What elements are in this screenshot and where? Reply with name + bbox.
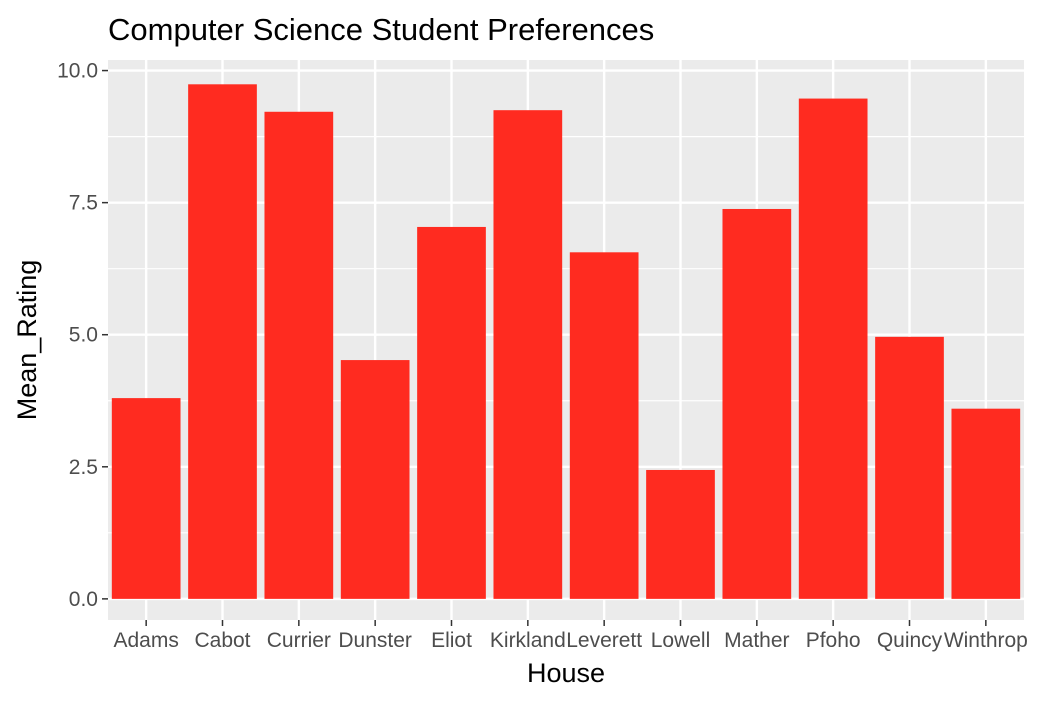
y-tick-label: 2.5	[69, 456, 98, 479]
bar-dunster	[340, 360, 410, 599]
plot-panel	[108, 60, 1024, 620]
bar-eliot	[417, 226, 486, 599]
bar-quincy	[875, 336, 944, 599]
x-tick-label: Winthrop	[944, 629, 1028, 652]
y-tick-label: 10.0	[57, 60, 98, 83]
bar-lowell	[646, 469, 715, 599]
x-tick-label: Pfoho	[806, 629, 861, 652]
y-tick-label: 0.0	[69, 588, 98, 611]
x-tick-label: Adams	[113, 629, 178, 652]
x-tick-label: Eliot	[431, 629, 472, 652]
bar-kirkland	[493, 110, 563, 599]
bar-currier	[264, 111, 334, 599]
x-tick-label: Cabot	[194, 629, 250, 652]
bar-cabot	[188, 84, 257, 599]
x-tick-label: Leverett	[566, 629, 642, 652]
y-tick-label: 7.5	[69, 192, 98, 215]
y-axis-title: Mean_Rating	[12, 260, 42, 421]
bar-winthrop	[951, 408, 1021, 599]
bar-pfoho	[798, 98, 868, 599]
y-axis: 0.0 2.5 5.0 7.5 10.0	[57, 60, 108, 611]
bar-leverett	[569, 252, 639, 599]
x-axis: Adams Cabot Currier Dunster Eliot Kirkland Lev…	[113, 620, 1028, 652]
x-tick-label: Mather	[724, 629, 789, 652]
x-axis-title: House	[527, 658, 605, 688]
bar-adams	[111, 398, 181, 599]
chart-title: Computer Science Student Preferences	[108, 12, 654, 47]
bars	[111, 84, 1021, 599]
x-tick-label: Kirkland	[490, 629, 566, 652]
x-tick-label: Dunster	[338, 629, 412, 652]
x-tick-label: Lowell	[651, 629, 711, 652]
bar-mather	[722, 208, 792, 599]
x-tick-label: Quincy	[877, 629, 943, 652]
y-tick-label: 5.0	[69, 324, 98, 347]
x-tick-label: Currier	[267, 629, 331, 652]
